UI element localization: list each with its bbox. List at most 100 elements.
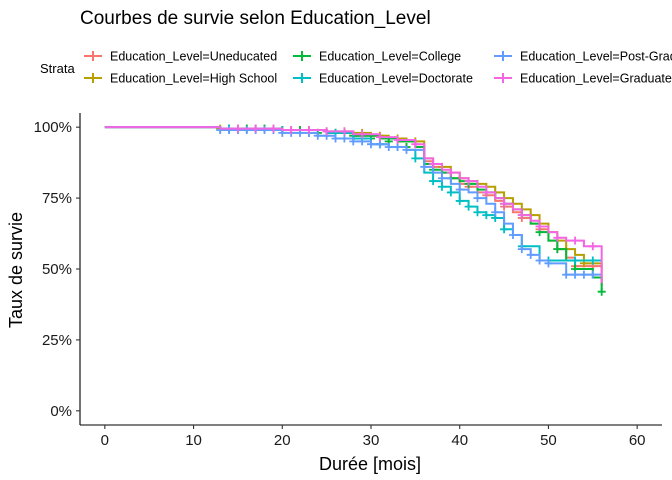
- survival-curve: [104, 126, 603, 284]
- legend-label: Education_Level=Uneducated: [110, 50, 277, 64]
- legend-key: [494, 73, 512, 83]
- legend-item: Education_Level=High School: [84, 72, 277, 86]
- legend-item: Education_Level=Post-Graduate: [494, 50, 672, 64]
- censor-mark: [535, 256, 544, 265]
- y-tick-label: 0%: [50, 403, 72, 420]
- legend-title: Strata: [40, 61, 75, 76]
- legend-key: [494, 51, 512, 61]
- legend-key: [84, 73, 102, 83]
- censor-mark: [225, 126, 234, 135]
- censor-mark: [491, 208, 500, 217]
- censor-mark: [429, 160, 438, 169]
- series-1: [104, 124, 603, 269]
- y-tick-label: 100%: [34, 119, 72, 136]
- legend-label: Education_Level=Doctorate: [319, 72, 473, 86]
- censor-mark: [358, 130, 367, 139]
- x-tick-label: 0: [101, 432, 109, 449]
- censor-mark: [508, 230, 517, 239]
- censor-mark: [455, 196, 464, 205]
- censor-mark: [349, 137, 358, 146]
- censor-mark: [411, 154, 420, 163]
- series-5: [104, 124, 603, 284]
- censor-mark: [367, 140, 375, 149]
- censor-mark: [464, 177, 473, 186]
- censor-mark: [473, 208, 482, 217]
- survival-curve: [104, 126, 602, 276]
- censor-mark: [464, 202, 473, 211]
- censor-mark: [313, 131, 322, 140]
- censor-mark: [411, 140, 420, 149]
- censor-mark: [287, 126, 296, 135]
- legend-item: Education_Level=Graduate: [494, 72, 672, 86]
- x-tick-label: 60: [629, 432, 646, 449]
- censor-mark: [340, 134, 349, 143]
- survival-curve: [104, 126, 602, 262]
- y-tick-label: 50%: [42, 261, 72, 278]
- censor-mark: [571, 270, 580, 279]
- censor-mark: [233, 124, 242, 133]
- legend-label: Education_Level=Post-Graduate: [520, 50, 672, 64]
- legend-item: Education_Level=College: [293, 50, 461, 64]
- censor-mark: [553, 245, 562, 254]
- censor-mark: [455, 185, 464, 194]
- legend: Education_Level=Uneducated Education_Leve…: [84, 50, 672, 86]
- chart-title: Courbes de survie selon Education_Level: [80, 8, 431, 29]
- censor-mark: [500, 225, 509, 234]
- censor-mark: [251, 124, 260, 133]
- censor-mark: [482, 188, 491, 197]
- series-4: [104, 126, 602, 279]
- censor-mark: [393, 135, 402, 144]
- censor-mark: [526, 250, 535, 259]
- censor-mark: [562, 270, 571, 279]
- censor-mark: [375, 140, 384, 149]
- censor-mark: [588, 256, 597, 265]
- censor-mark: [517, 245, 526, 254]
- legend-item: Education_Level=Uneducated: [84, 50, 277, 64]
- legend-label: Education_Level=College: [319, 50, 461, 64]
- censor-mark: [500, 199, 509, 208]
- censor-mark: [322, 127, 331, 136]
- censor-mark: [517, 211, 526, 220]
- censor-mark: [597, 287, 606, 296]
- censor-mark: [571, 256, 580, 265]
- legend-key: [293, 51, 311, 61]
- censor-mark: [260, 126, 269, 135]
- censor-mark: [437, 174, 446, 183]
- censor-mark: [535, 222, 544, 231]
- x-tick-label: 50: [540, 432, 557, 449]
- censor-mark: [553, 233, 562, 242]
- censor-mark: [473, 194, 482, 203]
- x-tick-label: 40: [451, 432, 468, 449]
- censor-mark: [340, 127, 349, 136]
- censor-mark: [269, 124, 278, 133]
- legend-key: [293, 73, 311, 83]
- censor-mark: [331, 134, 340, 143]
- censor-mark: [242, 126, 251, 135]
- survival-curve: [104, 126, 603, 269]
- plot-area: 0 10 20 30 40 50 60 0% 25% 50% 75% 100%: [34, 113, 662, 449]
- censor-mark: [588, 270, 597, 279]
- censor-mark: [429, 177, 438, 186]
- censor-mark: [375, 133, 384, 142]
- legend-key: [84, 51, 102, 61]
- x-tick-label: 10: [185, 432, 202, 449]
- censor-mark: [358, 137, 367, 146]
- x-tick-label: 20: [274, 432, 291, 449]
- censor-mark: [446, 168, 455, 177]
- censor-mark: [393, 143, 402, 152]
- series-3: [104, 124, 602, 265]
- censor-mark: [588, 242, 597, 251]
- series-0: [104, 124, 603, 287]
- censor-mark: [420, 162, 429, 171]
- censor-mark: [579, 270, 588, 279]
- censor-mark: [544, 259, 553, 268]
- censor-mark: [304, 126, 313, 135]
- y-tick-label: 25%: [42, 332, 72, 349]
- legend-item: Education_Level=Doctorate: [293, 72, 473, 86]
- survival-curve: [104, 126, 603, 287]
- censor-mark: [402, 145, 411, 154]
- censor-mark: [437, 182, 446, 191]
- legend-label: Education_Level=High School: [110, 72, 277, 86]
- legend-label: Education_Level=Graduate: [520, 72, 672, 86]
